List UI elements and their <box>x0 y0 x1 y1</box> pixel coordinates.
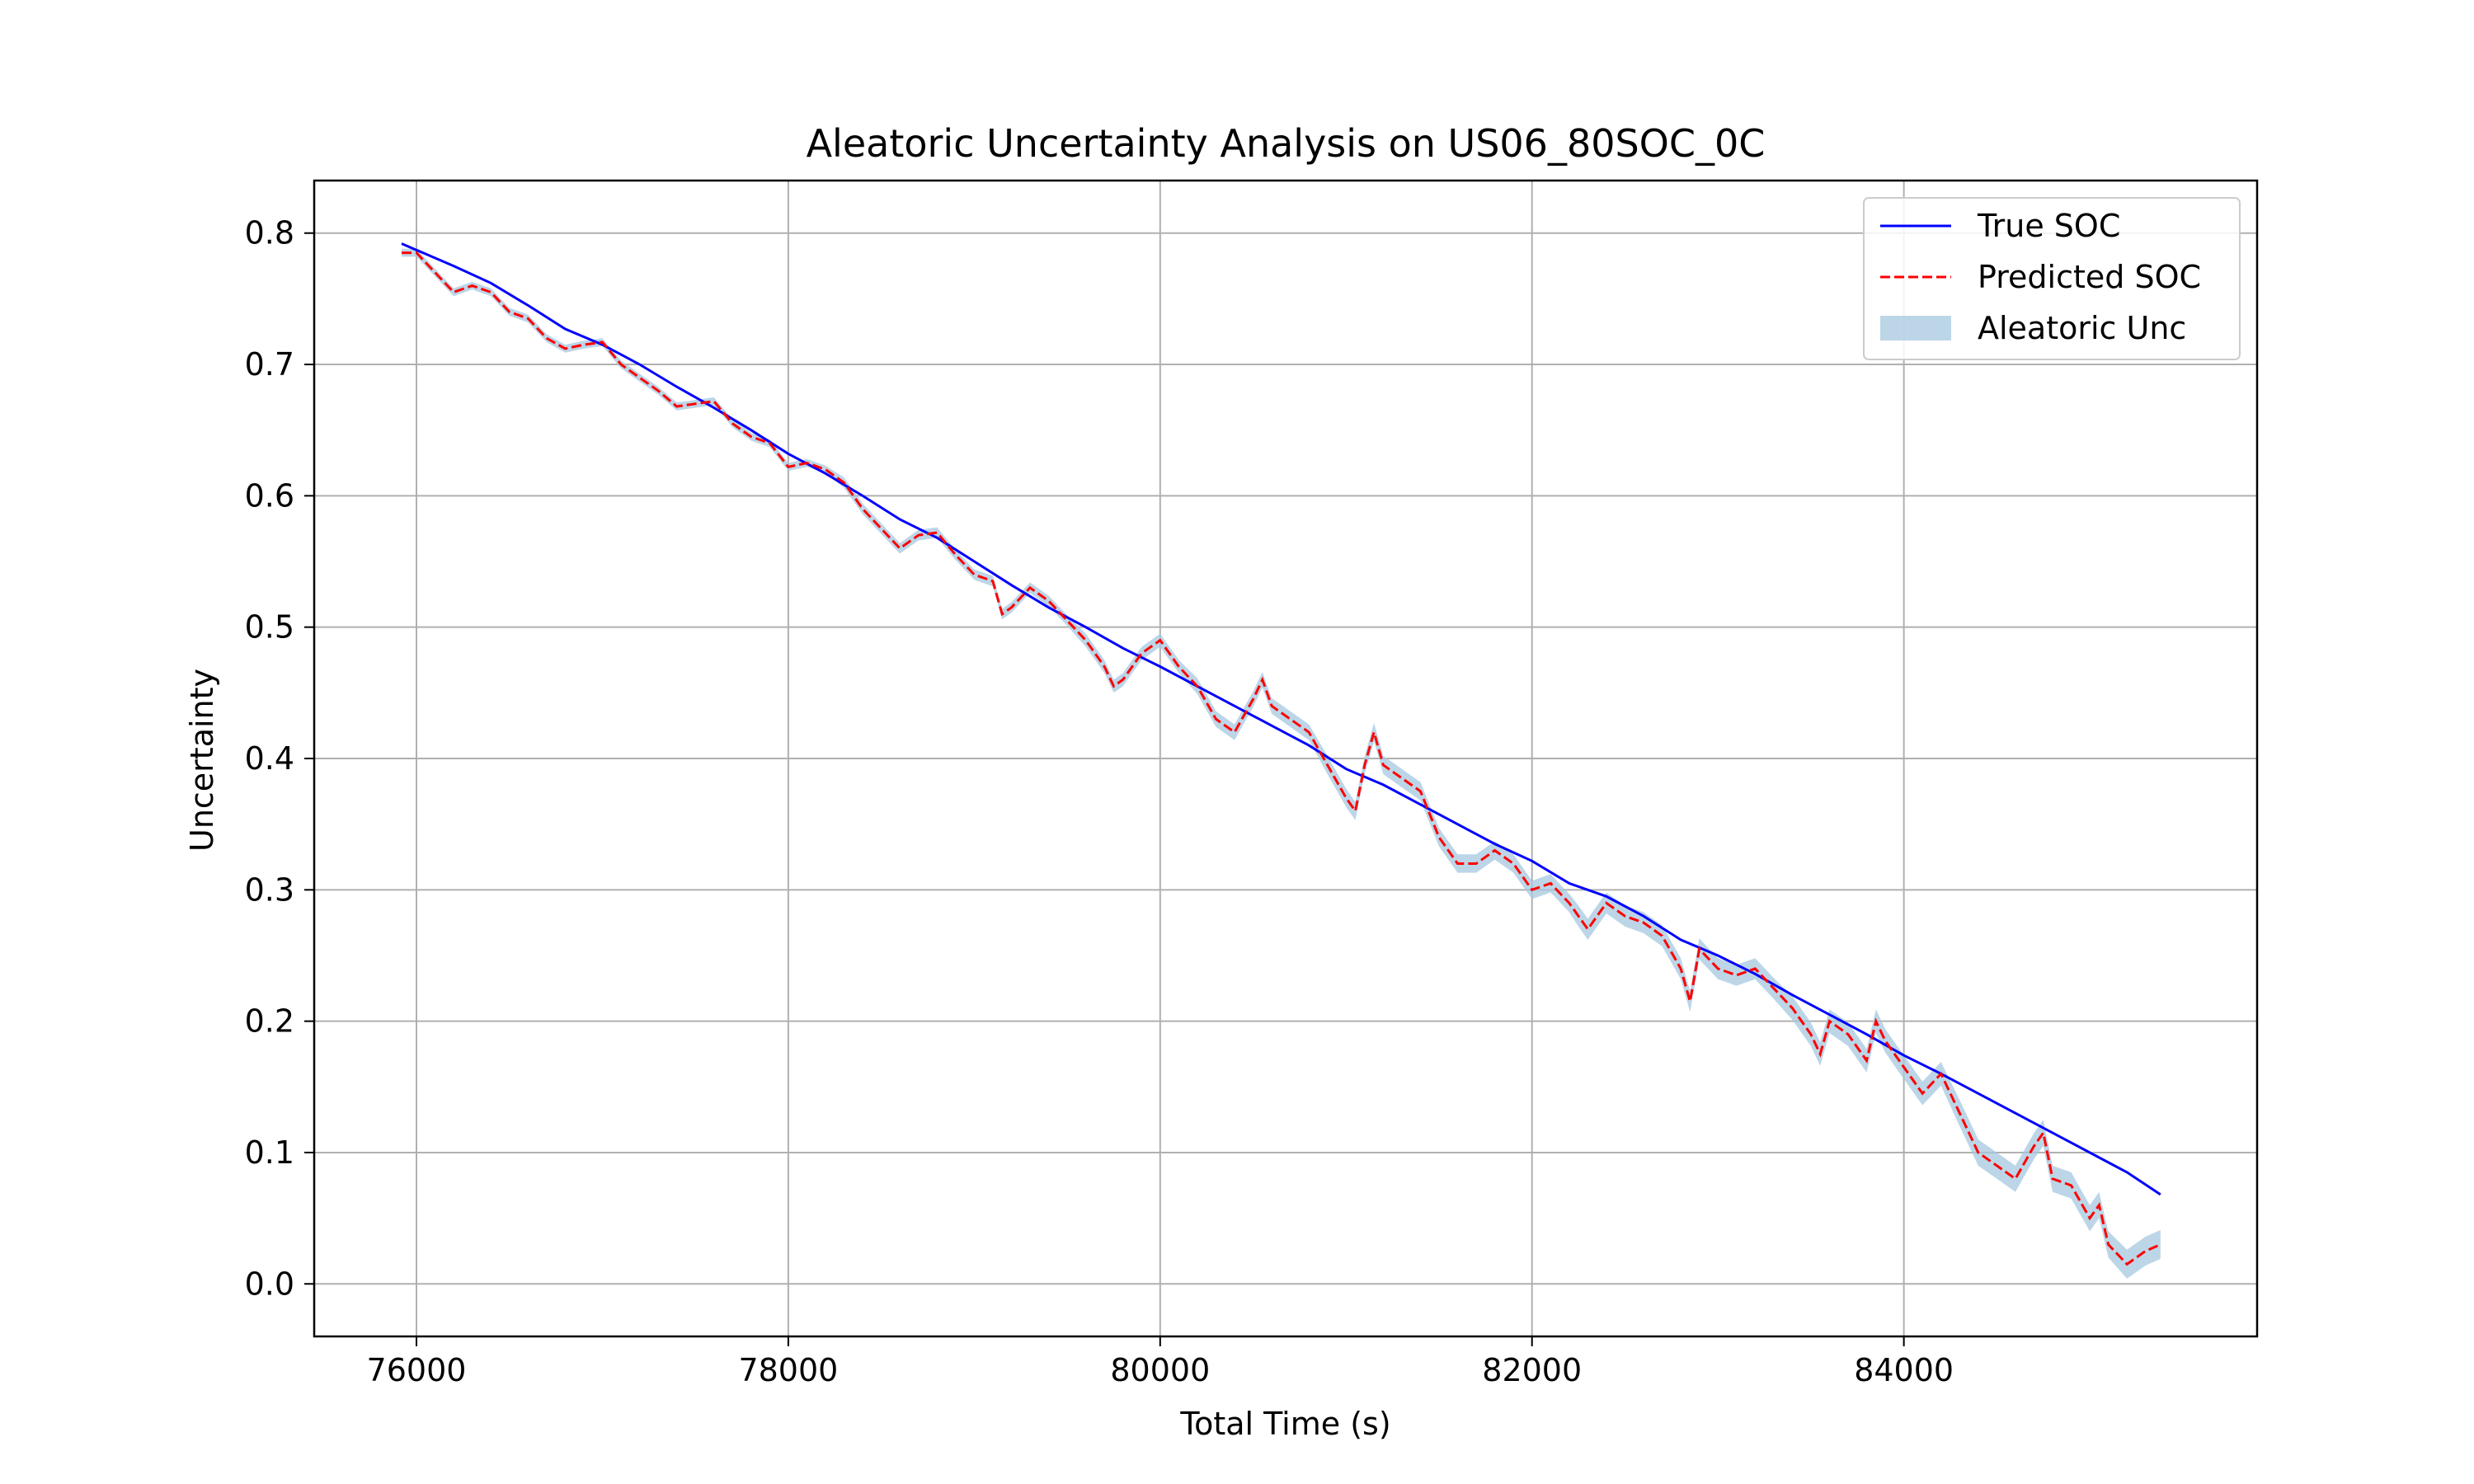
y-tick-label: 0.5 <box>245 609 294 646</box>
legend-aleatoric-unc-swatch <box>1880 316 1951 340</box>
y-tick-label: 0.2 <box>245 1003 294 1040</box>
x-tick-label: 80000 <box>1110 1352 1210 1388</box>
y-tick-label: 0.0 <box>245 1266 294 1302</box>
x-tick-label: 76000 <box>367 1352 467 1388</box>
x-tick-label: 78000 <box>738 1352 838 1388</box>
legend-true-soc-label: True SOC <box>1977 208 2120 244</box>
legend-aleatoric-unc-label: Aleatoric Unc <box>1978 310 2186 346</box>
y-tick-label: 0.8 <box>245 215 294 251</box>
x-tick-label: 84000 <box>1854 1352 1954 1388</box>
y-tick-label: 0.7 <box>245 346 294 383</box>
y-tick-label: 0.3 <box>245 871 294 908</box>
chart-title: Aleatoric Uncertainty Analysis on US06_8… <box>807 121 1766 166</box>
legend-predicted-soc-label: Predicted SOC <box>1978 259 2201 295</box>
y-tick-label: 0.4 <box>245 740 294 777</box>
legend-box <box>1863 197 2241 360</box>
x-tick-label: 82000 <box>1482 1352 1582 1388</box>
y-tick-label: 0.1 <box>245 1134 294 1171</box>
predicted-soc-line <box>402 251 2161 1266</box>
x-axis-label: Total Time (s) <box>1179 1406 1390 1442</box>
x-axis-ticks: 76000 78000 80000 82000 84000 <box>367 1336 1954 1388</box>
y-axis-label: Uncertainty <box>184 669 220 852</box>
aleatoric-uncertainty-band <box>402 248 2161 1279</box>
legend: True SOC Predicted SOC Aleatoric Unc <box>1863 197 2241 360</box>
y-axis-ticks: 0.0 0.1 0.2 0.3 0.4 0.5 0.6 0.7 0.8 <box>245 215 314 1302</box>
y-tick-label: 0.6 <box>245 477 294 514</box>
